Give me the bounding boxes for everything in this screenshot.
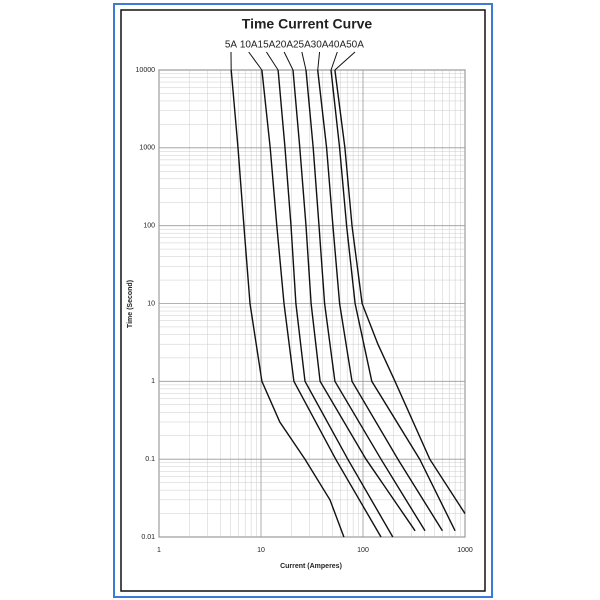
leader-line [266,51,279,71]
leader-line [317,51,321,71]
series-label: 30A [311,40,329,51]
y-tick-label: 100 [143,223,155,230]
y-tick-label: 0.01 [141,534,155,541]
x-tick-label: 10 [257,547,265,554]
series-label: 50A [346,40,364,51]
curve [261,69,382,538]
curve [230,69,345,538]
curve [292,69,416,532]
x-tick-label: 100 [357,547,369,554]
y-tick-label: 10000 [136,67,156,74]
leader-line [248,51,263,71]
series-label: 25A [293,40,311,51]
leader-line [334,51,356,71]
inner-frame [120,9,486,592]
leader-line [283,51,294,71]
y-tick-label: 10 [147,300,155,307]
outer-frame [113,3,493,598]
x-axis-label: Current (Amperes) [280,563,342,570]
series-label: 5A [225,40,238,51]
series-label: 15A [258,40,276,51]
curve [277,69,394,538]
y-tick-label: 1 [151,378,155,385]
curve [305,69,426,532]
x-tick-label: 1 [157,547,161,554]
y-tick-label: 0.1 [145,456,155,463]
series-label: 10A [240,40,258,51]
curve [330,69,456,532]
leader-line [330,51,338,71]
curve [317,69,443,532]
y-axis-label: Time (Second) [127,280,134,328]
x-tick-label: 1000 [457,547,473,554]
chart-title: Time Current Curve [242,16,373,32]
y-tick-label: 1000 [139,145,155,152]
curve [334,69,466,514]
series-label: 20A [275,40,293,51]
series-label: 40A [328,40,346,51]
leader-line [301,51,307,71]
